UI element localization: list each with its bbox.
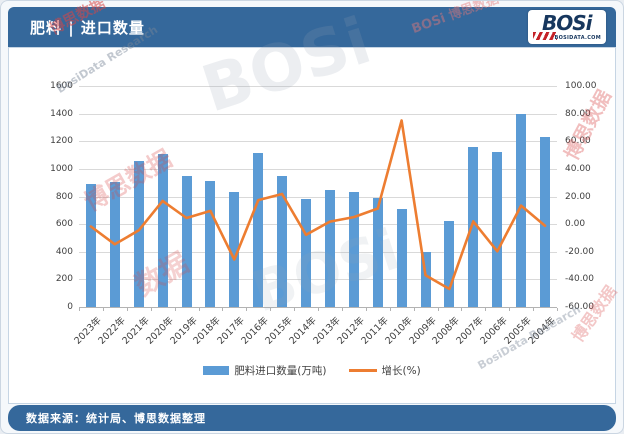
- x-axis-tick: [294, 308, 296, 311]
- left-axis-tick-label: 600: [55, 219, 73, 230]
- right-axis-tick-label: 80.00: [565, 108, 591, 119]
- right-axis-tick-label: -60.00: [565, 302, 595, 312]
- bar-2014年: [301, 199, 312, 307]
- x-axis-tick: [413, 308, 415, 311]
- bar-series-swatch: [203, 366, 230, 375]
- bar-2012年: [348, 192, 359, 307]
- bar-2016年: [253, 152, 264, 307]
- left-axis-tick-label: 400: [55, 246, 73, 257]
- bosi-logo-text: BOSi: [542, 11, 593, 35]
- x-axis-line: [79, 307, 557, 308]
- bar-2006年: [492, 152, 503, 307]
- x-axis-tick: [437, 308, 439, 311]
- x-axis-tick: [246, 308, 248, 311]
- x-axis-tick: [389, 308, 391, 311]
- h-gridline: [79, 251, 557, 253]
- x-axis-tick: [102, 308, 104, 311]
- h-gridline: [79, 86, 557, 87]
- bar-2017年: [229, 192, 240, 307]
- logo-stripes-icon: [533, 32, 557, 40]
- chart-panel: [8, 47, 616, 404]
- data-source-text: 数据来源：统计局、博思数据整理: [26, 412, 206, 425]
- right-axis-tick-label: 20.00: [565, 191, 591, 202]
- right-axis-tick-label: 100.00: [565, 81, 597, 91]
- right-axis-tick-label: 60.00: [565, 136, 591, 147]
- left-axis-tick-label: 0: [67, 302, 73, 312]
- h-gridline: [79, 224, 557, 226]
- x-axis-tick: [533, 308, 535, 311]
- line-series-label: 增长(%): [381, 365, 421, 377]
- page-title: 肥料 | 进口数量: [30, 18, 145, 37]
- left-axis-tick-label: 1200: [50, 136, 73, 147]
- h-gridline: [79, 113, 557, 115]
- title-bar: 肥料 | 进口数量 BOSi BOSIDATA.COM: [8, 7, 616, 47]
- bar-2009年: [420, 251, 431, 307]
- left-axis-tick-label: 1600: [50, 81, 73, 91]
- bar-2005年: [516, 114, 527, 307]
- h-gridline: [79, 168, 557, 170]
- right-axis-tick-label: 40.00: [565, 163, 591, 174]
- left-axis-tick-label: 1000: [50, 163, 73, 174]
- x-axis-tick: [365, 308, 367, 311]
- x-axis-tick: [270, 308, 272, 311]
- right-axis-tick-label: -20.00: [565, 246, 595, 257]
- left-axis-tick-label: 800: [55, 191, 73, 202]
- x-axis-tick: [318, 308, 319, 311]
- chart-legend: 肥料进口数量(万吨) 增长(%): [1, 363, 623, 378]
- left-axis-tick-label: 1400: [50, 108, 73, 119]
- h-gridline: [79, 279, 557, 281]
- bar-2018年: [205, 181, 216, 307]
- bar-2021年: [133, 160, 144, 307]
- right-axis-tick-label: -40.00: [565, 274, 595, 285]
- bar-2019年: [181, 175, 192, 307]
- bar-2020年: [157, 153, 168, 307]
- x-axis-tick: [557, 308, 558, 311]
- x-axis-tick: [341, 308, 343, 311]
- growth-line-series: [89, 119, 547, 291]
- x-axis-tick: [461, 308, 463, 311]
- x-axis-tick: [222, 308, 224, 311]
- x-axis-tick: [198, 308, 200, 311]
- bar-2004年: [540, 137, 551, 307]
- x-axis-tick: [79, 308, 80, 311]
- bar-2023年: [85, 184, 96, 307]
- x-axis-tick: [485, 308, 487, 311]
- bar-2011年: [372, 197, 383, 307]
- right-axis-tick-label: 0.00: [565, 219, 586, 230]
- bosi-logo: BOSi BOSIDATA.COM: [528, 10, 606, 44]
- h-gridline: [79, 196, 557, 198]
- bar-2013年: [324, 190, 335, 307]
- line-series-swatch: [348, 369, 377, 372]
- bar-2008年: [444, 221, 455, 307]
- x-axis-tick: [509, 308, 511, 311]
- x-axis-tick: [174, 308, 176, 311]
- bar-2015年: [277, 175, 288, 307]
- x-axis-tick: [150, 308, 152, 311]
- legend-item-bar-series: 肥料进口数量(万吨): [203, 363, 327, 378]
- bar-2010年: [396, 208, 407, 307]
- bar-2007年: [468, 146, 479, 307]
- bosi-logo-domain: BOSIDATA.COM: [554, 35, 601, 41]
- legend-item-line-series: 增长(%): [348, 363, 421, 378]
- left-axis-tick-label: 200: [55, 274, 73, 285]
- h-gridline: [79, 141, 557, 143]
- bar-series-label: 肥料进口数量(万吨): [234, 365, 327, 377]
- x-axis-tick: [126, 308, 128, 311]
- source-bar: 数据来源：统计局、博思数据整理: [8, 405, 616, 431]
